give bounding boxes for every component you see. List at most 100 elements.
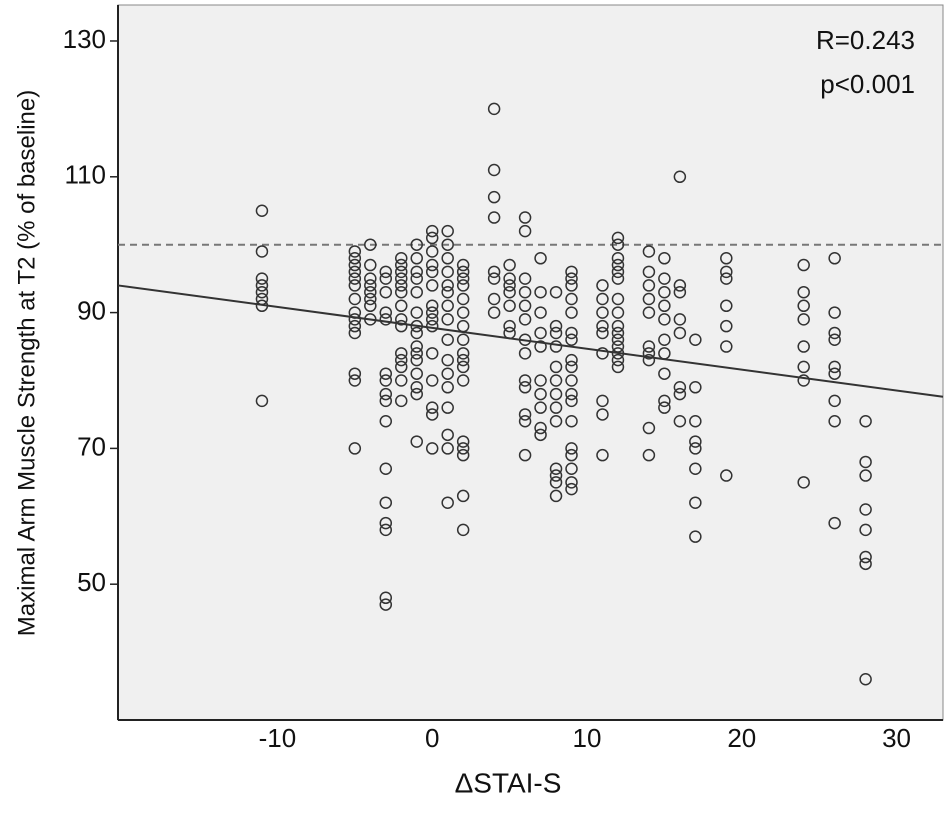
data-point bbox=[596, 394, 609, 408]
data-point bbox=[348, 326, 362, 340]
data-point bbox=[441, 238, 454, 251]
data-point bbox=[348, 258, 362, 272]
data-point bbox=[642, 306, 656, 319]
data-point bbox=[379, 591, 393, 605]
data-point bbox=[456, 319, 470, 333]
data-point bbox=[658, 333, 671, 347]
data-point bbox=[797, 285, 810, 299]
data-point bbox=[720, 340, 733, 353]
data-point bbox=[503, 319, 516, 333]
data-point bbox=[456, 374, 470, 387]
data-point bbox=[410, 272, 423, 285]
data-point bbox=[596, 279, 609, 292]
data-point bbox=[859, 455, 872, 469]
data-point bbox=[410, 353, 423, 367]
data-point bbox=[441, 299, 454, 313]
data-point bbox=[534, 387, 547, 401]
data-point bbox=[395, 258, 408, 272]
data-point bbox=[441, 367, 454, 380]
data-point bbox=[565, 333, 578, 347]
data-point bbox=[549, 360, 563, 374]
data-point bbox=[348, 374, 362, 387]
data-point bbox=[611, 258, 625, 272]
data-point bbox=[658, 252, 671, 265]
data-point bbox=[348, 245, 362, 258]
data-point bbox=[395, 299, 408, 313]
data-point bbox=[364, 299, 377, 313]
data-point bbox=[456, 272, 470, 285]
data-point bbox=[534, 306, 547, 319]
data-point bbox=[673, 326, 687, 340]
data-point bbox=[425, 313, 439, 326]
data-point bbox=[859, 550, 872, 564]
data-point bbox=[410, 435, 423, 448]
data-point bbox=[487, 272, 501, 285]
data-point bbox=[379, 387, 393, 401]
data-point bbox=[549, 462, 563, 476]
data-point bbox=[673, 387, 687, 401]
data-point bbox=[859, 414, 872, 428]
data-point bbox=[611, 231, 625, 245]
data-point bbox=[534, 340, 547, 353]
data-point bbox=[565, 442, 578, 455]
data-point bbox=[348, 272, 362, 285]
data-point bbox=[395, 285, 408, 299]
data-point bbox=[596, 347, 609, 360]
data-point bbox=[611, 265, 625, 279]
data-point bbox=[565, 272, 578, 285]
data-point bbox=[379, 516, 393, 530]
y-axis-label: Maximal Arm Muscle Strength at T2 (% of … bbox=[13, 90, 40, 636]
data-point bbox=[487, 292, 501, 306]
data-point bbox=[395, 279, 408, 292]
data-point bbox=[797, 360, 810, 374]
data-point bbox=[379, 313, 393, 326]
data-point bbox=[611, 353, 625, 367]
data-point bbox=[456, 258, 470, 272]
data-point bbox=[689, 381, 702, 394]
data-point bbox=[456, 279, 470, 292]
x-tick-label: 20 bbox=[727, 723, 756, 753]
x-tick-label: -10 bbox=[259, 723, 297, 753]
data-point bbox=[364, 313, 377, 326]
data-point bbox=[379, 285, 393, 299]
data-point bbox=[487, 306, 501, 319]
data-point bbox=[673, 279, 687, 292]
data-point bbox=[441, 224, 454, 238]
data-point bbox=[364, 272, 377, 285]
data-point bbox=[611, 272, 625, 285]
data-point bbox=[348, 306, 362, 319]
data-point bbox=[642, 265, 656, 279]
data-point bbox=[565, 265, 578, 279]
data-point bbox=[503, 272, 516, 285]
data-point bbox=[518, 448, 532, 462]
data-point bbox=[441, 285, 454, 299]
data-point bbox=[425, 231, 439, 245]
data-point bbox=[565, 360, 578, 374]
y-tick-label: 70 bbox=[77, 431, 106, 461]
data-point bbox=[395, 353, 408, 367]
data-point bbox=[379, 462, 393, 476]
data-point bbox=[720, 265, 733, 279]
data-point bbox=[611, 326, 625, 340]
data-point bbox=[379, 374, 393, 387]
data-point bbox=[456, 306, 470, 319]
data-point bbox=[565, 306, 578, 319]
data-point bbox=[456, 489, 470, 503]
data-point bbox=[596, 408, 609, 421]
data-point bbox=[410, 381, 423, 394]
data-point bbox=[673, 381, 687, 394]
data-point bbox=[441, 428, 454, 442]
data-point bbox=[642, 340, 656, 353]
data-point bbox=[441, 252, 454, 265]
data-point bbox=[658, 285, 671, 299]
data-point bbox=[658, 272, 671, 285]
data-point bbox=[518, 414, 532, 428]
data-point bbox=[549, 319, 563, 333]
data-point bbox=[797, 374, 810, 387]
data-point bbox=[255, 292, 269, 306]
data-point bbox=[828, 394, 841, 408]
data-point bbox=[456, 353, 470, 367]
data-point bbox=[596, 306, 609, 319]
data-point bbox=[487, 265, 501, 279]
data-point bbox=[379, 496, 393, 509]
